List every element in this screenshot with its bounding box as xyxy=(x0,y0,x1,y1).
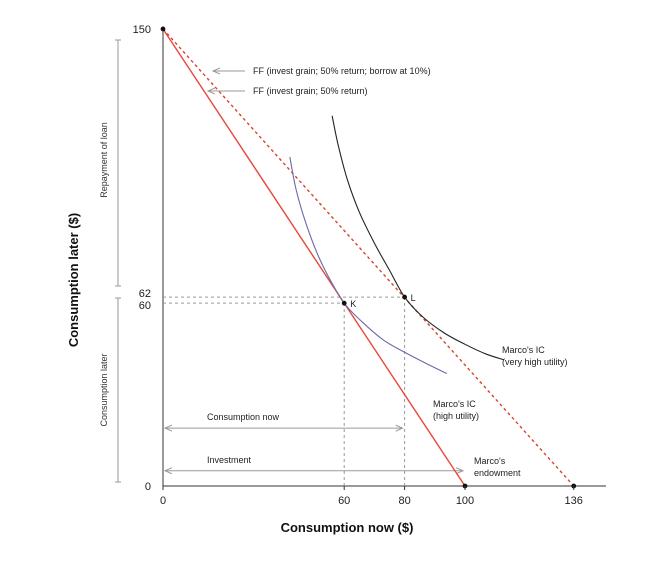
x-tick-label: 80 xyxy=(398,495,410,507)
x-tick-label: 136 xyxy=(565,495,583,507)
point-label: L xyxy=(411,293,416,303)
consumption-later-side-label: Consumption later xyxy=(99,353,109,426)
y-tick-label: 150 xyxy=(133,24,151,36)
y-axis-title: Consumption later ($) xyxy=(66,213,81,347)
endowment-label-line2: endowment xyxy=(474,468,521,478)
guide-lines xyxy=(163,296,406,486)
x-tick-label: 100 xyxy=(456,495,474,507)
repayment-side-label: Repayment of loan xyxy=(99,122,109,198)
point-label: K xyxy=(350,299,356,309)
ff-invest-annotation: FF (invest grain; 50% return) xyxy=(253,86,368,96)
ic-high-label-line1: Marco's IC xyxy=(433,399,476,409)
span-label: Consumption now xyxy=(207,412,280,422)
series-line xyxy=(331,115,505,361)
y-tick-label: 60 xyxy=(139,300,151,312)
points-layer: KL xyxy=(160,26,577,489)
data-point xyxy=(160,26,166,32)
ic-very-high-label-line1: Marco's IC xyxy=(502,345,545,355)
series-line xyxy=(162,28,466,487)
series-line xyxy=(162,28,575,487)
x-tick-label: 60 xyxy=(338,495,350,507)
y-tick-label: 62 xyxy=(139,288,151,300)
series-layer xyxy=(162,28,575,487)
ff-borrow-annotation: FF (invest grain; 50% return; borrow at … xyxy=(253,66,431,76)
endowment-label-line1: Marco's xyxy=(474,456,506,466)
x-tick-label: 0 xyxy=(160,495,166,507)
data-point xyxy=(341,300,347,306)
ic-high-label-line2: (high utility) xyxy=(433,411,479,421)
ic-very-high-label-line2: (very high utility) xyxy=(502,357,568,367)
span-arrows: Consumption now Investment xyxy=(165,412,463,471)
x-axis-title: Consumption now ($) xyxy=(281,520,414,535)
series-line xyxy=(289,156,448,375)
y-tick-label: 0 xyxy=(145,481,151,493)
span-label: Investment xyxy=(207,455,252,465)
data-point xyxy=(402,294,407,300)
